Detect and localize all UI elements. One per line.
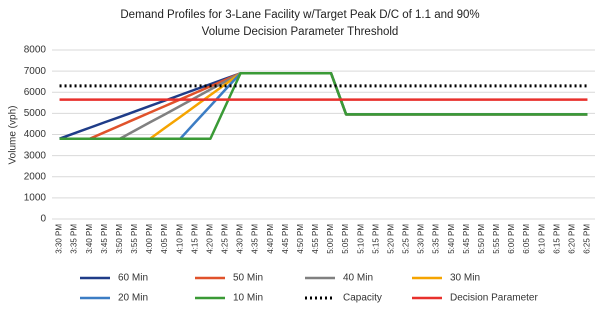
x-tick-label: 5:20 PM [386,224,395,254]
x-tick-label: 4:25 PM [221,224,230,254]
y-tick-label: 1000 [24,193,47,204]
x-tick-label: 4:40 PM [266,224,275,254]
legend-label: 40 Min [343,273,373,284]
legend-label: 60 Min [118,273,148,284]
x-tick-label: 3:35 PM [70,224,79,254]
y-tick-label: 7000 [24,66,47,77]
y-tick-label: 2000 [24,171,47,182]
legend-label: 50 Min [233,273,263,284]
x-tick-label: 5:55 PM [492,224,501,254]
x-tick-label: 4:55 PM [311,224,320,254]
x-tick-label: 6:25 PM [583,224,592,254]
x-tick-label: 4:00 PM [145,224,154,254]
x-tick-label: 5:00 PM [326,224,335,254]
x-tick-label: 5:05 PM [341,224,350,254]
x-tick-label: 6:20 PM [567,224,576,254]
series-line [59,71,588,140]
x-tick-label: 3:55 PM [130,224,139,254]
x-tick-label: 3:40 PM [85,224,94,254]
x-tick-label: 5:40 PM [447,224,456,254]
x-tick-label: 4:20 PM [205,224,214,254]
chart-title: Demand Profiles for 3-Lane Facility w/Ta… [120,9,479,21]
y-tick-label: 6000 [24,87,47,98]
chart-subtitle: Volume Decision Parameter Threshold [202,26,399,38]
y-tick-label: 4000 [24,129,47,140]
y-tick-label: 3000 [24,150,47,161]
x-tick-label: 6:00 PM [507,224,516,254]
x-tick-label: 4:50 PM [296,224,305,254]
legend-label: 20 Min [118,293,148,304]
x-tick-label: 4:05 PM [160,224,169,254]
x-tick-label: 3:30 PM [55,224,64,254]
legend-label: 10 Min [233,293,263,304]
x-tick-label: 6:10 PM [537,224,546,254]
x-tick-label: 4:30 PM [236,224,245,254]
x-tick-label: 3:50 PM [115,224,124,254]
x-tick-label: 5:10 PM [356,224,365,254]
x-tick-label: 5:50 PM [477,224,486,254]
legend-label: Capacity [343,293,382,304]
legend-label: 30 Min [450,273,480,284]
x-tick-label: 4:35 PM [251,224,260,254]
x-tick-label: 5:25 PM [402,224,411,254]
x-tick-label: 5:30 PM [417,224,426,254]
x-tick-label: 4:10 PM [175,224,184,254]
x-tick-label: 3:45 PM [100,224,109,254]
x-tick-label: 5:15 PM [371,224,380,254]
x-tick-label: 5:35 PM [432,224,441,254]
y-tick-label: 8000 [24,45,47,56]
y-axis-label: Volume (vph) [8,106,19,165]
x-tick-label: 6:05 PM [522,224,531,254]
x-tick-label: 6:15 PM [552,224,561,254]
legend-label: Decision Parameter [450,293,538,304]
x-tick-label: 4:45 PM [281,224,290,254]
y-tick-label: 5000 [24,108,47,119]
x-tick-label: 5:45 PM [462,224,471,254]
y-tick-label: 0 [40,214,46,225]
series-line [59,71,588,140]
x-tick-label: 4:15 PM [190,224,199,254]
